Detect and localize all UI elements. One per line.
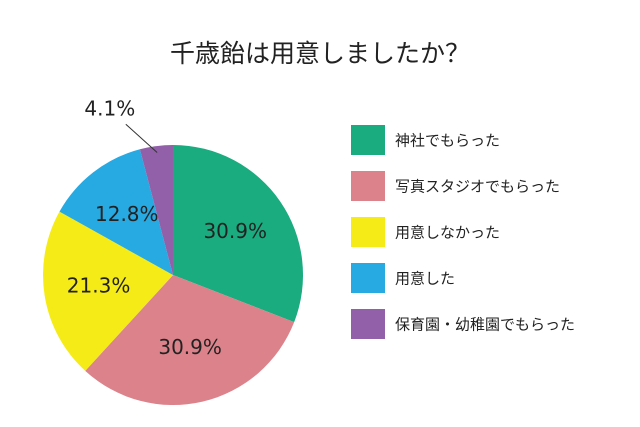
leader-line-5 — [125, 123, 158, 153]
chart-title: 千歳飴は用意しましたか？ — [170, 39, 470, 68]
legend-swatch-2 — [351, 171, 385, 201]
pie-slices — [43, 145, 304, 406]
legend-label-3: 用意しなかった — [395, 224, 500, 242]
legend-swatch-3 — [351, 217, 385, 247]
pie-slice-3 — [43, 211, 173, 371]
legend-swatch-1 — [351, 125, 385, 155]
slice-value-label-3: 21.3% — [67, 274, 131, 298]
slice-value-label-4: 12.8% — [95, 202, 159, 226]
legend-swatch-4 — [351, 263, 385, 293]
legend-label-1: 神社でもらった — [395, 132, 500, 150]
pie-slice-1 — [173, 145, 304, 323]
slice-value-label-1: 30.9% — [203, 219, 267, 243]
slice-value-label-5: 4.1% — [84, 97, 135, 121]
slice-value-label-2: 30.9% — [158, 335, 222, 359]
pie-slice-4 — [59, 149, 174, 275]
pie-slice-2 — [85, 275, 295, 406]
pie-labels: 30.9% 30.9% 21.3% 12.8% 4.1% — [67, 97, 267, 359]
legend: 神社でもらった写真スタジオでもらった用意しなかった用意した保育園・幼稚園でもらっ… — [351, 125, 575, 339]
legend-label-5: 保育園・幼稚園でもらった — [395, 316, 575, 334]
legend-label-4: 用意した — [395, 270, 455, 288]
legend-swatch-5 — [351, 309, 385, 339]
legend-label-2: 写真スタジオでもらった — [395, 178, 560, 196]
pie-slice-5 — [139, 145, 173, 275]
